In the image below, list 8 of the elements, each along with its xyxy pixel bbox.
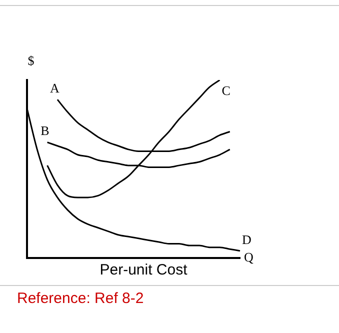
y-axis-title: $ — [28, 52, 35, 68]
series-label: C — [222, 82, 230, 98]
text: Reference: Ref 8-2 — [17, 290, 145, 307]
series-label: B — [40, 123, 50, 138]
series-label: A — [50, 80, 60, 96]
text: Per-unit Cost — [100, 262, 188, 279]
series-label: D — [242, 232, 252, 247]
x-axis-title: Q — [244, 249, 254, 264]
